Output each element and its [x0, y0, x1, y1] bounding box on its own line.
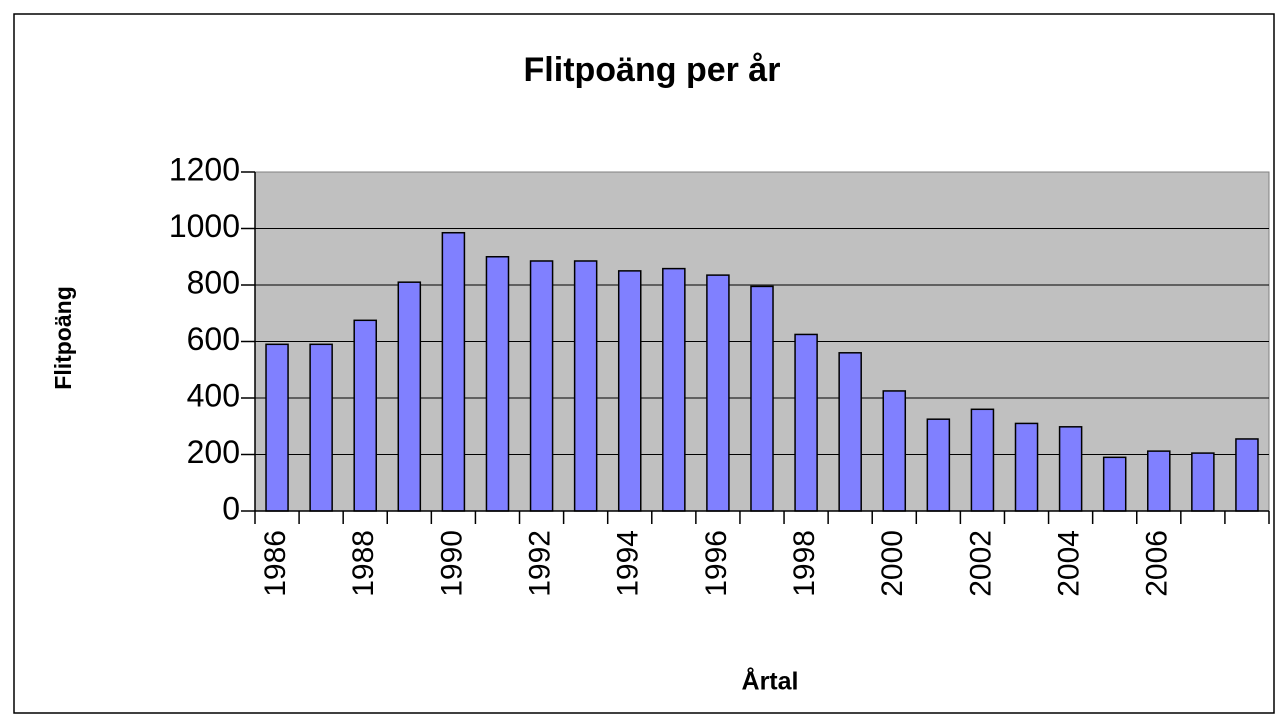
bar — [265, 343, 289, 512]
x-axis-label: Årtal — [742, 667, 799, 696]
bar — [1102, 456, 1127, 512]
y-tick-label: 1000 — [169, 208, 240, 244]
x-tick-label: 1994 — [612, 530, 645, 597]
chart-title: Flitpoäng per år — [524, 51, 781, 89]
bar — [397, 281, 422, 512]
x-tick-label: 2000 — [876, 530, 909, 597]
y-axis-label: Flitpoäng — [50, 286, 76, 389]
bar — [1191, 452, 1215, 512]
bar — [706, 274, 730, 512]
x-tick-label: 1986 — [259, 530, 292, 597]
bar — [485, 256, 510, 512]
y-tick-label: 600 — [187, 321, 240, 357]
bar — [1235, 438, 1259, 512]
bar — [970, 408, 995, 512]
x-tick-label: 1998 — [788, 530, 821, 597]
y-tick-label: 800 — [187, 264, 240, 300]
bar — [838, 352, 862, 512]
x-tick-label: 1990 — [435, 530, 468, 597]
bar — [1014, 422, 1039, 512]
x-tick-label: 1992 — [523, 530, 556, 597]
bar — [1147, 450, 1171, 512]
bar — [750, 285, 774, 512]
bar — [529, 260, 554, 512]
x-tick-label: 1996 — [700, 530, 733, 597]
bar — [441, 231, 466, 512]
bar — [309, 343, 333, 512]
bar — [926, 418, 951, 512]
bar — [882, 390, 907, 512]
y-tick-label: 0 — [222, 490, 240, 526]
x-tick-label: 1988 — [347, 530, 380, 597]
bar — [662, 267, 686, 512]
x-tick-label: 2004 — [1053, 530, 1086, 597]
bar — [1058, 426, 1083, 512]
y-tick-label: 400 — [187, 377, 240, 413]
x-tick-label: 2002 — [964, 530, 997, 597]
x-tick-label: 2006 — [1141, 530, 1174, 597]
bar — [353, 319, 377, 512]
y-tick-label: 200 — [187, 434, 240, 470]
bar — [794, 333, 818, 512]
y-tick-label: 1200 — [169, 151, 240, 187]
bar — [573, 260, 598, 512]
bar — [617, 270, 642, 512]
